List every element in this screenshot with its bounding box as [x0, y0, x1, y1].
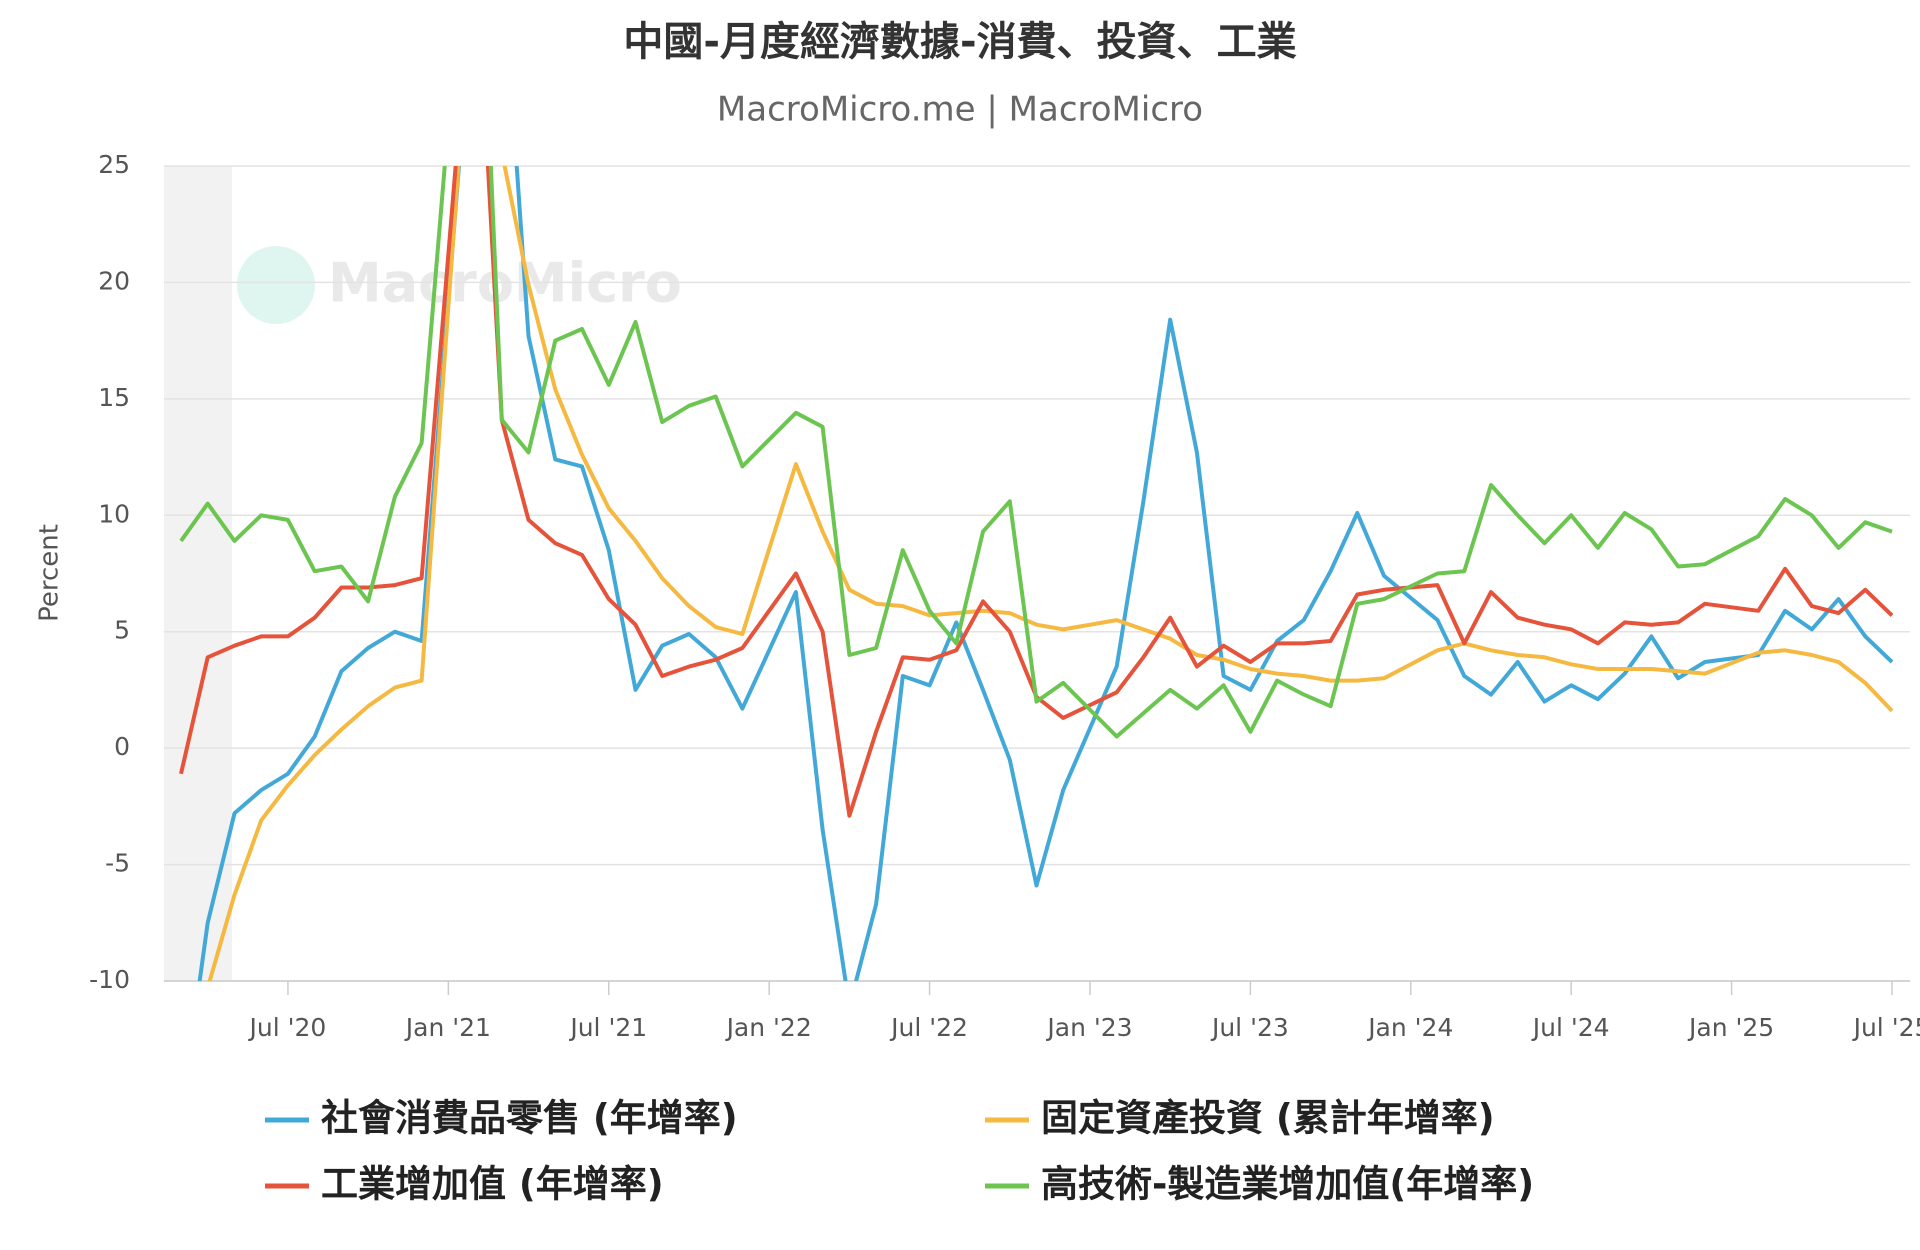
- legend-label: 高技術-製造業增加值(年增率): [1041, 1163, 1534, 1206]
- y-axis-label: Percent: [35, 524, 65, 622]
- x-tick-label: Jan '24: [1366, 1013, 1453, 1042]
- x-tick-label: Jul '20: [248, 1013, 327, 1042]
- x-tick-label: Jan '22: [725, 1013, 812, 1042]
- legend-label: 固定資產投資 (累計年增率): [1041, 1097, 1495, 1140]
- y-tick-label: -5: [105, 849, 130, 878]
- chart-subtitle: MacroMicro.me | MacroMicro: [717, 90, 1203, 130]
- x-tick-label: Jul '25: [1852, 1013, 1920, 1042]
- series-line: [179, 166, 1894, 818]
- y-tick-label: 10: [98, 499, 130, 528]
- shaded-period: [164, 166, 232, 981]
- y-tick-label: 0: [114, 732, 130, 761]
- series-line: [207, 166, 1894, 981]
- legend-label: 社會消費品零售 (年增率): [321, 1097, 738, 1140]
- x-tick-label: Jul '23: [1210, 1013, 1289, 1042]
- x-tick-label: Jul '24: [1531, 1013, 1610, 1042]
- watermark-logo: [237, 246, 315, 324]
- x-tick-label: Jan '21: [404, 1013, 491, 1042]
- legend-label: 工業增加值 (年增率): [321, 1163, 664, 1206]
- series-line: [179, 166, 1893, 739]
- y-tick-label: -10: [89, 965, 130, 994]
- series-line: [197, 166, 1894, 981]
- x-tick-label: Jul '21: [568, 1013, 647, 1042]
- y-tick-label: 15: [98, 383, 130, 412]
- x-tick-label: Jul '22: [889, 1013, 968, 1042]
- y-tick-label: 20: [98, 266, 130, 295]
- x-tick-label: Jan '25: [1687, 1013, 1774, 1042]
- y-tick-label: 25: [98, 150, 130, 179]
- chart-title: 中國-月度經濟數據-消費、投資、工業: [623, 19, 1296, 65]
- x-tick-label: Jan '23: [1045, 1013, 1132, 1042]
- y-tick-label: 5: [114, 616, 130, 645]
